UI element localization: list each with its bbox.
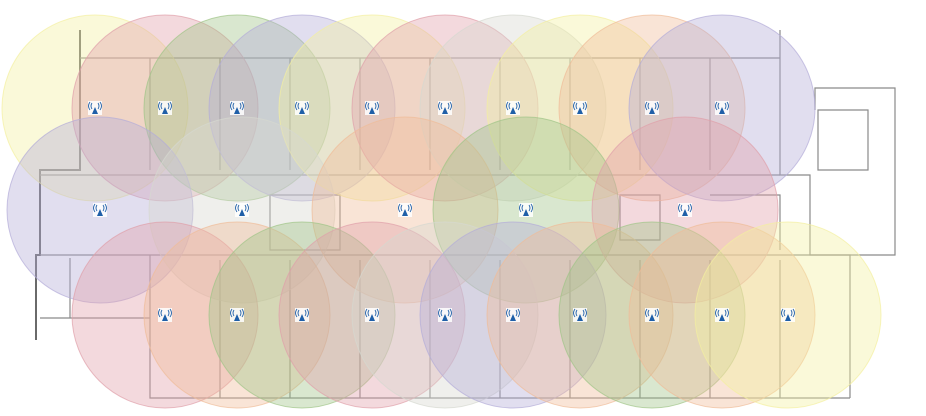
icon-antenna [299,107,305,114]
access-point-icon [88,101,102,115]
icon-antenna [442,107,448,114]
icon-antenna [510,314,516,321]
icon-antenna [162,107,168,114]
wall [40,174,851,399]
icon-waves [438,308,452,318]
icon-antenna [92,107,98,114]
icon-antenna [97,209,103,216]
access-point-icon [506,308,520,322]
access-point-icon [158,101,172,115]
icon-waves [645,308,659,318]
access-point-icon [573,101,587,115]
icon-waves [645,101,659,111]
access-point-icon [715,308,729,322]
access-point-icon [295,308,309,322]
icon-antenna [510,107,516,114]
wall [80,30,896,256]
access-point-icon [678,203,692,217]
icon-antenna [577,314,583,321]
access-point-icon [235,203,249,217]
coverage-areas [1,14,882,409]
icon-waves [365,308,379,318]
icon-antenna [369,314,375,321]
icon-antenna [369,107,375,114]
icon-waves [230,101,244,111]
icon-antenna [234,314,240,321]
access-point-icon [438,101,452,115]
wall [149,58,711,170]
icon-waves [93,203,107,213]
icon-waves [295,308,309,318]
access-point-icon [781,308,795,322]
icon-waves [235,203,249,213]
icon-antenna [162,314,168,321]
access-point-icon [645,308,659,322]
icon-antenna [239,209,245,216]
icon-antenna [649,314,655,321]
stair [40,109,869,319]
access-point-icon [519,203,533,217]
icon-antenna [719,314,725,321]
icon-antenna [442,314,448,321]
icon-waves [715,308,729,318]
wall [219,260,781,398]
icon-waves [573,308,587,318]
access-points [88,101,795,322]
icon-waves [519,203,533,213]
icon-waves [88,101,102,111]
access-point-icon [230,101,244,115]
floor-plan [35,30,896,399]
icon-waves [158,308,172,318]
icon-antenna [299,314,305,321]
icon-waves [438,101,452,111]
icon-antenna [682,209,688,216]
access-point-icon [295,101,309,115]
icon-antenna [234,107,240,114]
icon-waves [573,101,587,111]
icon-antenna [649,107,655,114]
access-point-icon [715,101,729,115]
icon-waves [365,101,379,111]
icon-waves [230,308,244,318]
icon-waves [506,308,520,318]
icon-antenna [523,209,529,216]
access-point-icon [365,101,379,115]
access-point-icon [573,308,587,322]
icon-waves [295,101,309,111]
wall [269,194,781,251]
access-point-icon [438,308,452,322]
icon-waves [781,308,795,318]
icon-waves [398,203,412,213]
access-point-icon [365,308,379,322]
icon-antenna [785,314,791,321]
access-point-icon [230,308,244,322]
icon-antenna [719,107,725,114]
access-point-icon [506,101,520,115]
icon-antenna [577,107,583,114]
icon-antenna [402,209,408,216]
icon-waves [715,101,729,111]
access-point-icon [398,203,412,217]
access-point-icon [158,308,172,322]
icon-waves [158,101,172,111]
access-point-icon [645,101,659,115]
icon-waves [506,101,520,111]
icon-waves [678,203,692,213]
access-point-icon [93,203,107,217]
